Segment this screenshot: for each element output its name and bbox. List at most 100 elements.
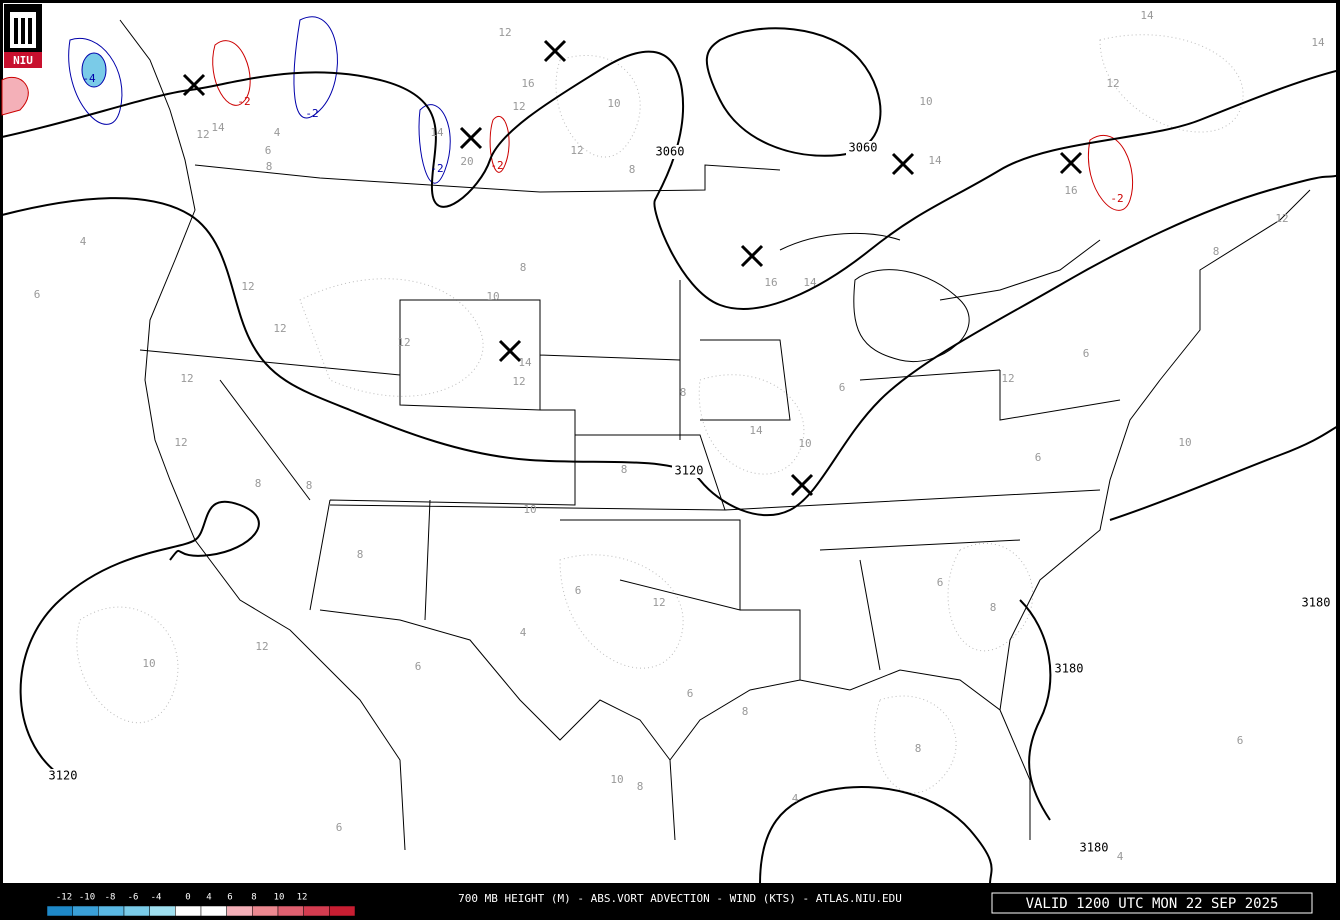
logo: NIU [4, 4, 42, 68]
label-bg [46, 769, 80, 783]
colorbar-swatch [175, 905, 202, 917]
vort-label: 4 [792, 792, 799, 805]
colorbar-tick-label: 0 [185, 893, 190, 903]
vort-label: 12 [1275, 212, 1288, 225]
vort-label: 6 [265, 144, 272, 157]
vort-label: 8 [637, 780, 644, 793]
vort-label: 12 [498, 26, 511, 39]
vort-label: 4 [520, 626, 527, 639]
advection-contour [68, 38, 123, 125]
vort-label: 12 [180, 372, 193, 385]
vort-label: 8 [990, 601, 997, 614]
valid-box [991, 892, 1313, 914]
vort-label: 6 [937, 576, 944, 589]
vort-label: 14 [518, 356, 532, 369]
logo-text: NIU [13, 54, 33, 67]
label-bg [1299, 596, 1333, 610]
vort-label: 10 [486, 290, 499, 303]
height-label: 3180 [1055, 662, 1084, 676]
colorbar-tick-label: 10 [274, 893, 285, 903]
vort-label: 6 [34, 288, 41, 301]
vort-label: 12 [196, 128, 209, 141]
colorbar-tick-label: 12 [297, 893, 308, 903]
geography [119, 19, 1311, 851]
colorbar-tick-label: -12 [56, 893, 72, 903]
vort-label: 6 [839, 381, 846, 394]
vort-label: 6 [687, 687, 694, 700]
vort-label: 8 [742, 705, 749, 718]
height-label: 3180 [1080, 841, 1109, 855]
x-marker [740, 244, 764, 268]
colorbar-swatch [149, 905, 176, 917]
vort-label: 4 [274, 126, 281, 139]
colorbar-swatch [200, 905, 227, 917]
x-marker [498, 339, 522, 363]
vort-label: 14 [803, 276, 817, 289]
vort-label: 8 [306, 479, 313, 492]
vort-label: 10 [919, 95, 932, 108]
vort-label: 8 [1213, 245, 1220, 258]
vort-label: 8 [629, 163, 636, 176]
height-label: 3180 [1302, 596, 1331, 610]
vort-label: 8 [915, 742, 922, 755]
colorbar-swatch [303, 905, 330, 917]
vort-label: 14 [749, 424, 763, 437]
advection-label: -2 [490, 159, 503, 172]
vort-label: 16 [1064, 184, 1077, 197]
vort-label: 20 [460, 155, 473, 168]
vort-label: 4 [80, 235, 87, 248]
vort-label: 12 [174, 436, 187, 449]
vort-label: 12 [273, 322, 286, 335]
vort-label: 10 [607, 97, 620, 110]
colorbar-swatch [329, 905, 356, 917]
colorbar-tick-label: 8 [251, 893, 256, 903]
colorbar-swatch [277, 905, 304, 917]
label-bg [1077, 841, 1111, 855]
label-bg [653, 145, 687, 159]
advection-contour [212, 40, 251, 106]
colorbar-swatch [46, 905, 73, 917]
vort-label: 8 [680, 386, 687, 399]
vort-label: 4 [1117, 850, 1124, 863]
vort-label: 8 [255, 477, 262, 490]
advection-label: -4 [82, 72, 96, 85]
vort-label: 8 [357, 548, 364, 561]
x-marker [182, 73, 206, 97]
height-label: 3060 [656, 145, 685, 159]
advection-label: -2 [237, 95, 250, 108]
vort-label: 14 [1311, 36, 1325, 49]
x-marker [1059, 151, 1083, 175]
vort-label: 12 [397, 336, 410, 349]
advection-label: -2 [1110, 192, 1123, 205]
vort-label: 12 [1001, 372, 1014, 385]
vort-label: 12 [1106, 77, 1119, 90]
advection-area [81, 52, 107, 88]
colorbar-tick-label: -6 [128, 893, 139, 903]
map-title: 700 MB HEIGHT (M) - ABS.VORT ADVECTION -… [458, 892, 902, 905]
x-marker [891, 152, 915, 176]
colorbar-tick-label: -4 [151, 893, 162, 903]
vort-label: 8 [266, 160, 273, 173]
colorbar-swatch [252, 905, 279, 917]
colorbar-swatch [98, 905, 125, 917]
vort-label: 12 [652, 596, 665, 609]
height-label: 3060 [849, 141, 878, 155]
vort-label: 6 [575, 584, 582, 597]
valid-time: VALID 1200 UTC MON 22 SEP 2025 [1026, 896, 1279, 912]
colorbar-swatch [226, 905, 253, 917]
label-bg [1052, 662, 1086, 676]
vort-label: 14 [928, 154, 942, 167]
x-marker [543, 39, 567, 63]
vort-label: 16 [764, 276, 777, 289]
vort-label: 6 [415, 660, 422, 673]
vort-label: 12 [512, 375, 525, 388]
colorbar-tick-label: -8 [105, 893, 116, 903]
vort-label: 8 [520, 261, 527, 274]
height-label: 3120 [49, 769, 78, 783]
vort-label: 12 [241, 280, 254, 293]
vort-label: 14 [430, 126, 444, 139]
colorbar-swatch [72, 905, 99, 917]
